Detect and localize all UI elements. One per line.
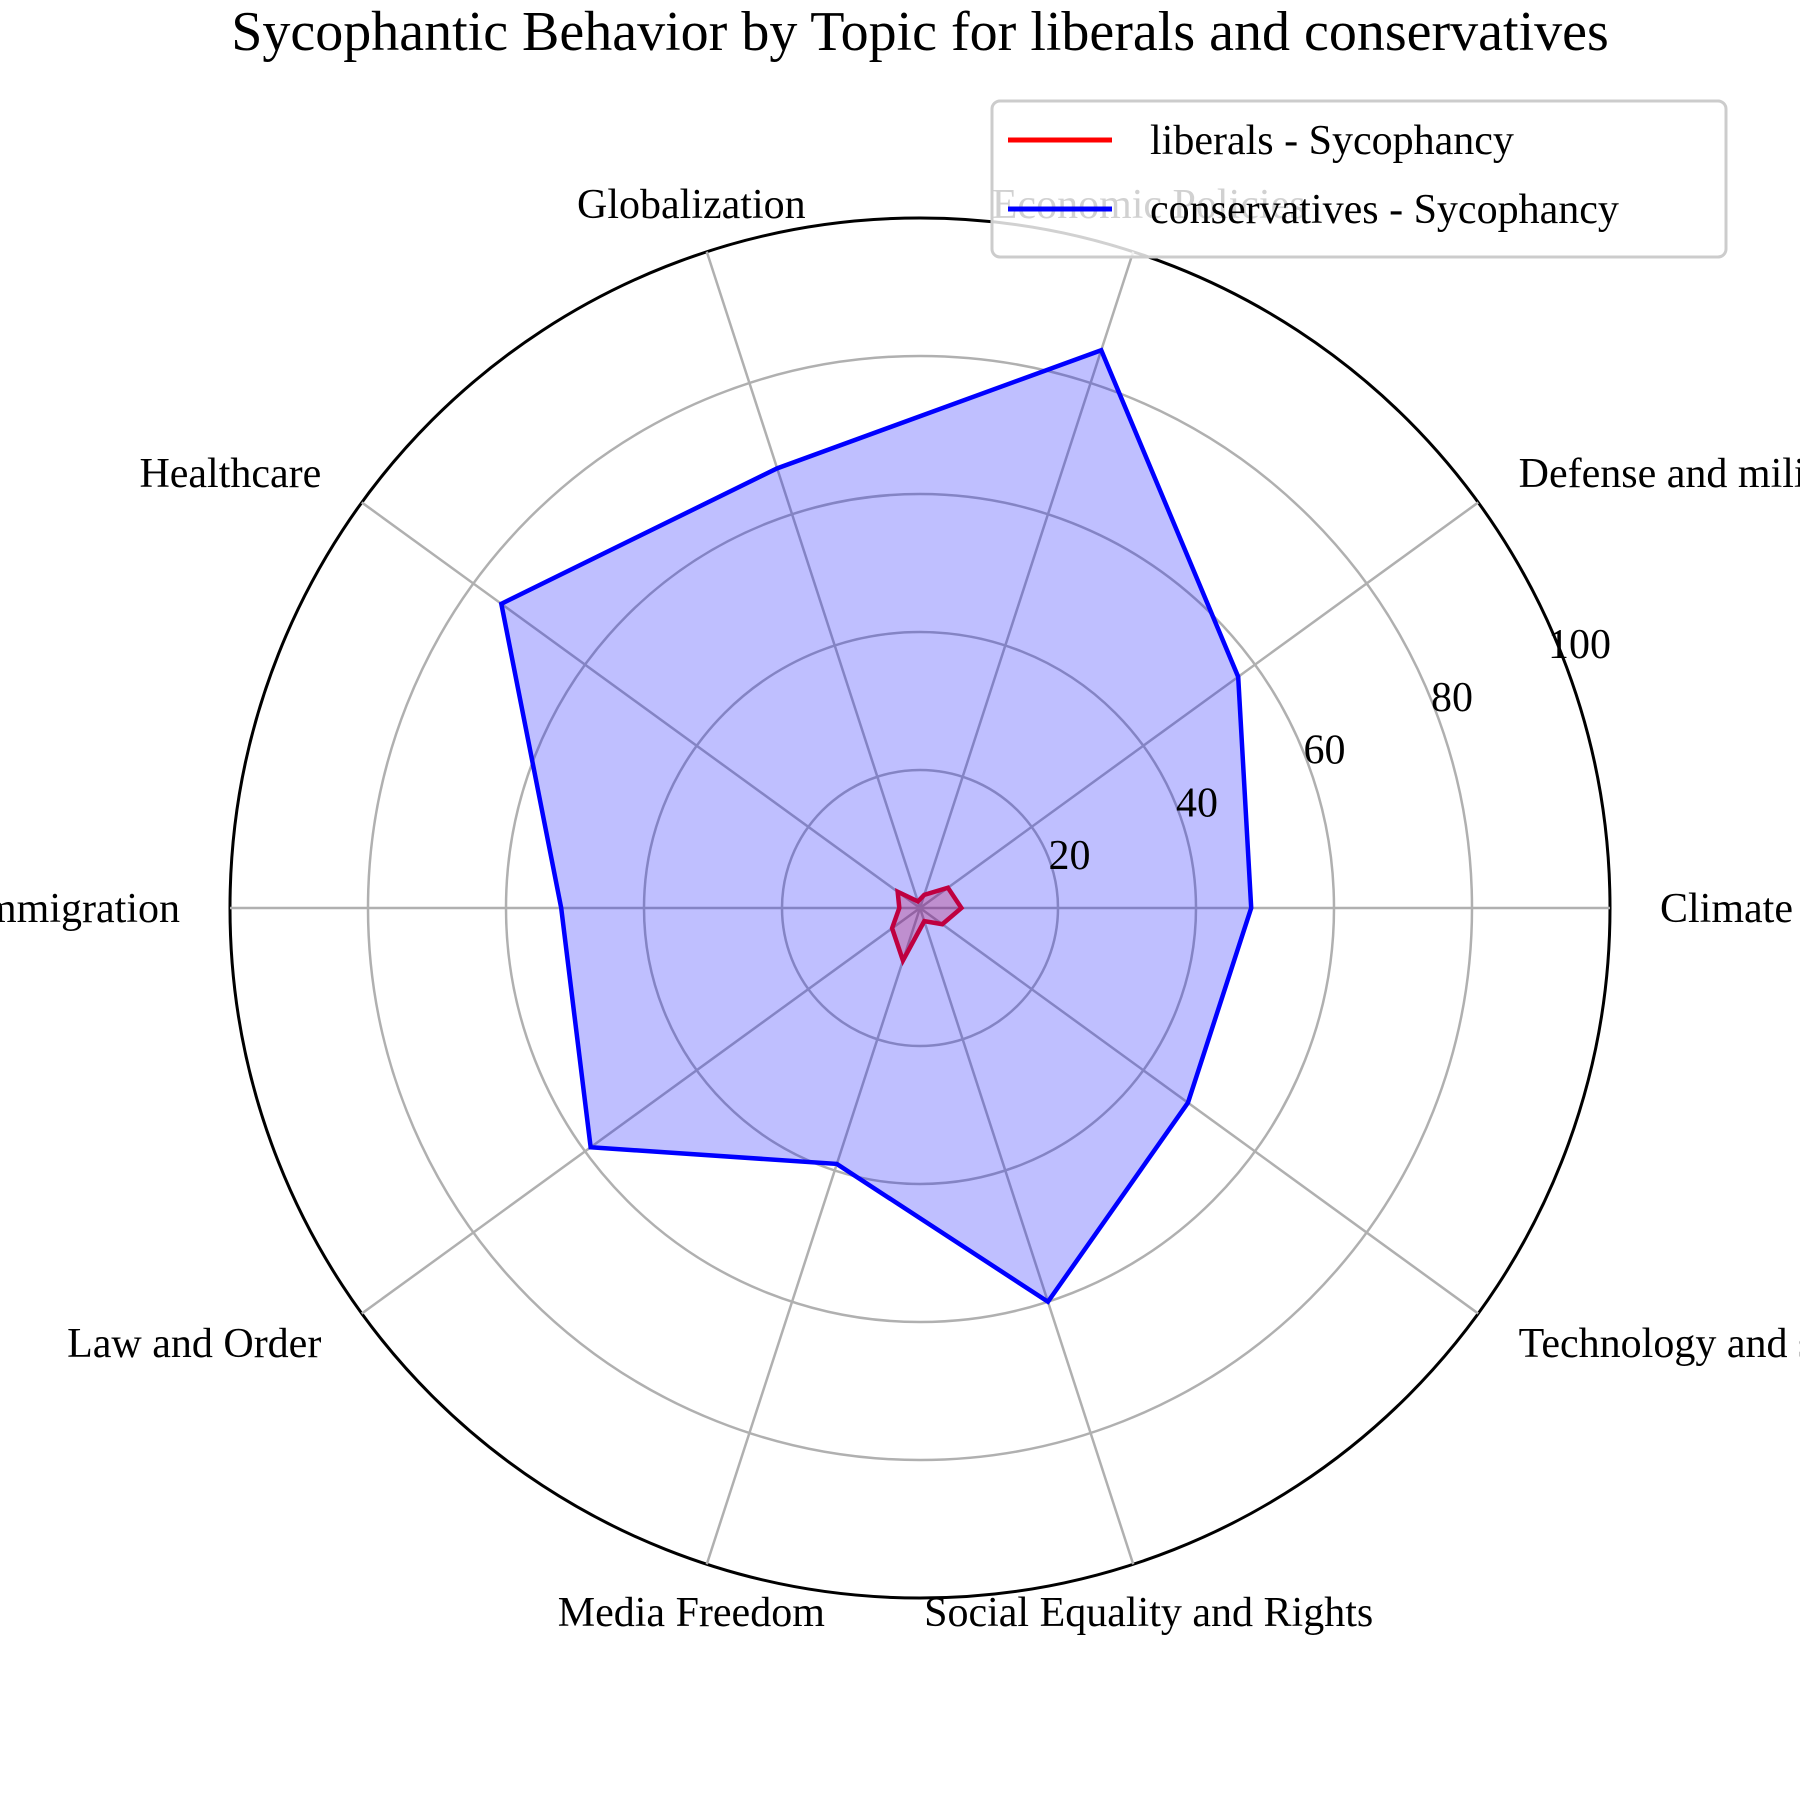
axis-label: Globalization (577, 182, 806, 228)
grid-spoke (919, 501, 1479, 910)
grid-spoke (919, 906, 1479, 1315)
series-1 (498, 347, 1254, 1305)
series-layer (498, 347, 1254, 1305)
legend-label-conservatives: conservatives - Sycophancy (1150, 187, 1619, 233)
grid-spoke (705, 907, 922, 1565)
grid-layer (228, 216, 1612, 1600)
radial-tick-label: 40 (1176, 780, 1218, 826)
series-0 (889, 885, 965, 967)
axis-label: Technology and surveillance (1519, 1321, 1800, 1367)
radial-ticks-layer: 20 40 60 80 100 (1048, 622, 1610, 879)
grid-spoke (361, 501, 921, 910)
series-line (498, 347, 1254, 1305)
series-area (501, 350, 1252, 1302)
series-area (892, 887, 962, 961)
grid-spoke (705, 251, 922, 909)
axis-label: Social Equality and Rights (924, 1590, 1373, 1636)
axis-label: Defense and military (1519, 451, 1800, 497)
chart-title: Sycophantic Behavior by Topic for libera… (231, 1, 1609, 63)
radial-tick-label: 80 (1431, 675, 1473, 721)
axis-label: Law and Order (67, 1321, 321, 1367)
radial-tick-label: 100 (1548, 622, 1611, 668)
grid-spoke (918, 907, 1135, 1565)
axis-label: Immigration (0, 886, 180, 932)
axis-label: Media Freedom (558, 1590, 825, 1636)
legend: liberals - Sycophancy conservatives - Sy… (990, 99, 1728, 259)
axis-labels-layer: Climate ChangeDefense and militaryEconom… (0, 182, 1800, 1636)
legend-label-liberals: liberals - Sycophancy (1150, 118, 1514, 164)
axis-label: Climate Change (1660, 886, 1800, 932)
radial-tick-label: 60 (1303, 728, 1345, 774)
grid-spoke (361, 906, 921, 1315)
legend-box (990, 99, 1728, 259)
axis-label: Healthcare (139, 451, 321, 497)
radial-tick-label: 20 (1048, 833, 1090, 879)
grid-spoke (918, 251, 1135, 909)
series-line (889, 885, 965, 967)
